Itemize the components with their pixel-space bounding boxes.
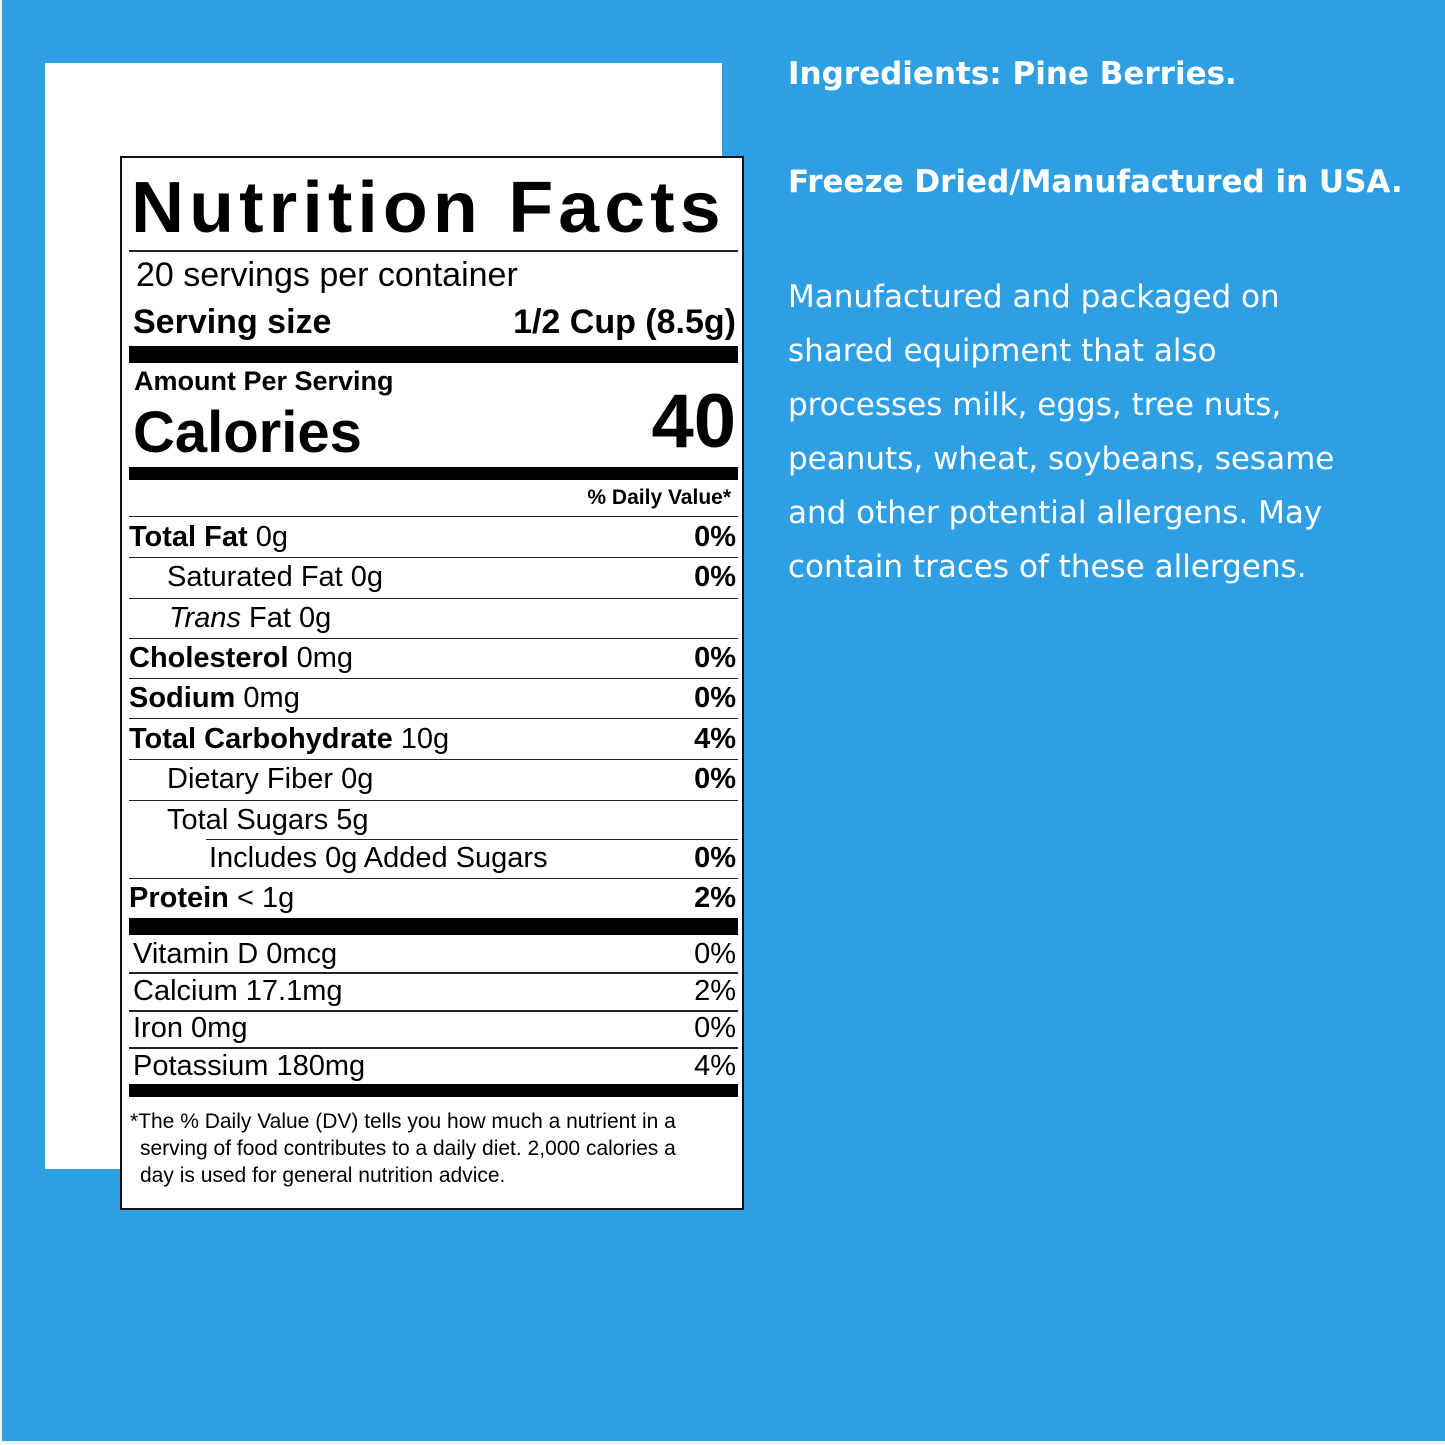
nutrient-row-trans-fat: Trans Fat 0g [129, 600, 736, 636]
allergen-line: processes milk, eggs, tree nuts, [788, 387, 1282, 423]
nutrient-amount: 0g [299, 602, 332, 634]
vitamin-dv: 4% [694, 1050, 736, 1082]
nutrient-dv: 0% [694, 763, 736, 795]
nutrient-name: Total Sugars [167, 804, 329, 836]
divider [129, 1047, 738, 1049]
vitamin-row: Iron 0mg 0% [133, 1010, 736, 1046]
serving-size-label: Serving size [133, 303, 332, 341]
nutrient-amount: 0mg [243, 682, 300, 714]
nutrient-amount: 0g [341, 763, 374, 795]
nutrient-name: Sodium [129, 682, 236, 714]
allergen-line: shared equipment that also [788, 333, 1217, 369]
nutrient-row-total-sugars: Total Sugars 5g [129, 802, 736, 838]
footnote-line: serving of food contributes to a daily d… [140, 1137, 676, 1160]
nutrient-name: Cholesterol [129, 642, 289, 674]
nutrient-row-sodium: Sodium 0mg 0% [129, 680, 736, 716]
nutrient-dv: 0% [694, 642, 736, 674]
divider [206, 839, 738, 840]
allergen-line: contain traces of these allergens. [788, 549, 1307, 585]
divider [129, 878, 738, 879]
divider [129, 557, 738, 558]
vitamin-row: Vitamin D 0mcg 0% [133, 936, 736, 972]
amount-per-serving: Amount Per Serving [134, 366, 394, 396]
nutrient-row-dietary-fiber: Dietary Fiber 0g 0% [129, 761, 736, 797]
nutrition-facts-label: Nutrition Facts 20 servings per containe… [120, 156, 744, 1210]
nutrient-amount: < 1g [236, 882, 295, 914]
nutrient-dv: 0% [694, 682, 736, 714]
nutrient-row-total-fat: Total Fat 0g 0% [129, 519, 736, 555]
nutrient-dv: 0% [694, 521, 736, 553]
vitamin-row: Calcium 17.1mg 2% [133, 973, 736, 1009]
nutrient-dv: 0% [694, 842, 736, 874]
divider [129, 598, 738, 599]
nutrient-name: Saturated Fat [167, 561, 343, 593]
divider [129, 1010, 738, 1012]
nutrient-row-protein: Protein < 1g 2% [129, 880, 736, 916]
nutrient-amount: 0g [255, 521, 289, 553]
daily-value-header: % Daily Value* [587, 486, 731, 509]
label-panel: Nutrition Facts 20 servings per containe… [45, 63, 744, 1210]
vitamin-text: Calcium 17.1mg [133, 975, 343, 1007]
divider [129, 678, 738, 679]
nutrient-dv: 0% [694, 561, 736, 593]
divider [129, 800, 738, 801]
nutrient-amount: 0mg [296, 642, 354, 674]
vitamin-dv: 0% [694, 938, 736, 970]
footnote-line: day is used for general nutrition advice… [140, 1164, 506, 1187]
nutrient-row-saturated-fat: Saturated Fat 0g 0% [129, 559, 736, 595]
footnote-line: *The % Daily Value (DV) tells you how mu… [130, 1110, 676, 1133]
nutrient-dv: 2% [694, 882, 736, 914]
vitamin-dv: 0% [694, 1012, 736, 1044]
nutrient-row-cholesterol: Cholesterol 0mg 0% [129, 640, 736, 676]
nutrient-name: Includes 0g Added Sugars [209, 842, 548, 874]
vitamin-dv: 2% [694, 975, 736, 1007]
allergen-line: and other potential allergens. May [788, 495, 1323, 531]
allergen-line: Manufactured and packaged on [788, 279, 1280, 315]
divider [129, 718, 738, 719]
calories-value: 40 [651, 379, 736, 464]
nutrient-name-suffix: Fat [249, 602, 291, 634]
nutrient-row-added-sugars: Includes 0g Added Sugars 0% [129, 840, 736, 876]
nutrient-name: Total Fat [129, 521, 248, 553]
servings-per-container: 20 servings per container [136, 256, 518, 294]
allergen-statement: Manufactured and packaged on shared equi… [788, 270, 1408, 594]
serving-size-value: 1/2 Cup (8.5g) [513, 303, 736, 341]
vitamin-row: Potassium 180mg 4% [133, 1048, 736, 1084]
origin-text: Freeze Dried/Manufactured in USA. [788, 164, 1403, 200]
calories-label: Calories [133, 400, 362, 465]
divider [129, 972, 738, 974]
thick-divider [129, 346, 738, 363]
nutrient-amount: 10g [400, 723, 450, 755]
divider [129, 759, 738, 760]
ingredients-text: Ingredients: Pine Berries. [788, 56, 1237, 92]
divider [129, 638, 738, 639]
nutrient-amount: 0g [350, 561, 384, 593]
thick-divider [129, 1084, 738, 1097]
allergen-line: peanuts, wheat, soybeans, sesame [788, 441, 1335, 477]
nutrient-amount: 5g [336, 804, 369, 836]
thick-divider [129, 918, 738, 935]
vitamin-text: Potassium 180mg [133, 1050, 366, 1082]
divider [129, 250, 738, 252]
vitamin-text: Iron 0mg [133, 1012, 248, 1044]
label-title: Nutrition Facts [131, 168, 726, 248]
thick-divider [129, 467, 738, 480]
nutrient-name: Total Carbohydrate [129, 723, 393, 755]
nutrient-name: Dietary Fiber [167, 763, 333, 795]
vitamin-text: Vitamin D 0mcg [133, 938, 338, 970]
nutrient-name: Protein [129, 882, 229, 914]
nutrient-dv: 4% [694, 723, 736, 755]
nutrient-name: Trans [169, 602, 241, 634]
divider [129, 516, 738, 517]
nutrient-row-total-carbohydrate: Total Carbohydrate 10g 4% [129, 721, 736, 757]
